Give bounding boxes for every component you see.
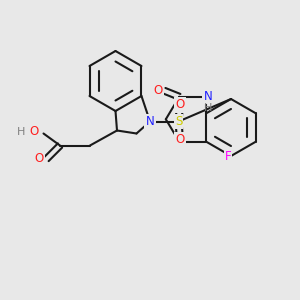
Text: O: O (176, 98, 184, 112)
Text: O: O (34, 152, 43, 166)
Text: O: O (30, 125, 39, 139)
Text: N: N (203, 90, 212, 103)
Text: S: S (175, 115, 182, 128)
Text: N: N (146, 115, 154, 128)
Text: O: O (176, 133, 184, 146)
Text: O: O (153, 84, 162, 97)
Text: F: F (225, 149, 231, 163)
Text: H: H (204, 103, 212, 113)
Text: H: H (17, 127, 25, 137)
